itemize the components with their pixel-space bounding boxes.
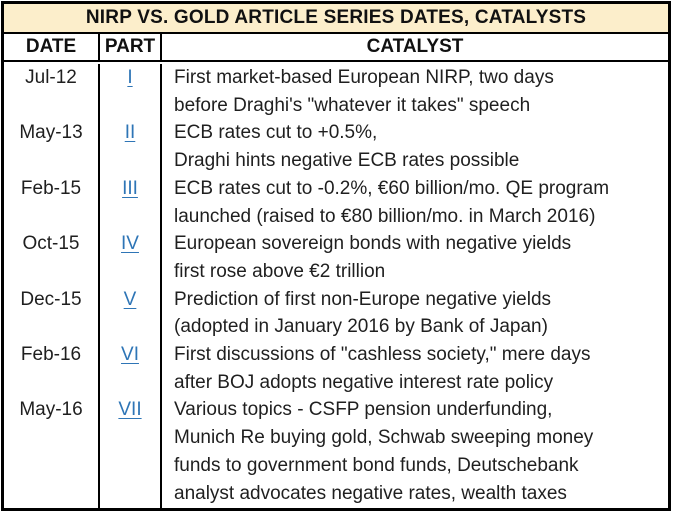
table-title: NIRP VS. GOLD ARTICLE SERIES DATES, CATA…	[4, 4, 668, 34]
date-value: Dec-15	[4, 285, 100, 342]
catalyst-text: Draghi hints negative ECB rates possible	[174, 150, 520, 172]
catalyst-cell: First market-based European NIRP, two da…	[162, 64, 668, 119]
part-cell: III	[100, 174, 162, 231]
table-body: Jul-12 I First market-based European NIR…	[4, 62, 668, 508]
catalyst-cell: First discussions of "cashless society,"…	[162, 341, 668, 396]
column-header-catalyst: CATALYST	[366, 36, 464, 57]
part-link[interactable]: III	[122, 177, 138, 199]
catalyst-cell: European sovereign bonds with negative y…	[162, 230, 668, 285]
part-cell: VII	[100, 396, 162, 508]
catalyst-text: (adopted in January 2016 by Bank of Japa…	[174, 316, 548, 338]
part-cell: VI	[100, 341, 162, 397]
catalyst-cell: Prediction of first non-Europe negative …	[162, 286, 668, 341]
table-row: May-16 VII Various topics - CSFP pension…	[4, 396, 668, 508]
table-row: Jul-12 I First market-based European NIR…	[4, 64, 668, 120]
column-header-part: PART	[100, 34, 162, 60]
catalyst-text: First discussions of "cashless society,"…	[174, 344, 591, 366]
part-link[interactable]: II	[124, 122, 136, 144]
part-link[interactable]: VI	[121, 344, 139, 366]
part-cell: I	[100, 64, 162, 120]
catalyst-text: analyst advocates negative rates, wealth…	[174, 482, 567, 504]
catalyst-cell: ECB rates cut to +0.5%, Draghi hints neg…	[162, 119, 668, 174]
date-value: Oct-15	[4, 230, 100, 286]
table-row: Oct-15 IV European sovereign bonds with …	[4, 230, 668, 286]
catalyst-cell: Various topics - CSFP pension underfundi…	[162, 396, 668, 508]
table-row: Dec-15 V Prediction of first non-Europe …	[4, 285, 668, 342]
catalyst-text: European sovereign bonds with negative y…	[174, 233, 572, 255]
catalyst-text: before Draghi's "whatever it takes" spee…	[174, 94, 531, 116]
table-row: May-13 II ECB rates cut to +0.5%, Draghi…	[4, 119, 668, 175]
catalyst-text: funds to government bond funds, Deutsche…	[174, 454, 579, 476]
column-header-date: DATE	[4, 34, 100, 60]
catalyst-text: after BOJ adopts negative interest rate …	[174, 371, 554, 393]
catalyst-text: first rose above €2 trillion	[174, 260, 386, 282]
part-cell: IV	[100, 230, 162, 286]
catalyst-text: First market-based European NIRP, two da…	[174, 67, 554, 88]
date-value: Feb-16	[4, 341, 100, 397]
part-cell: V	[100, 285, 162, 342]
date-value: May-13	[4, 119, 100, 175]
part-link[interactable]: IV	[121, 233, 139, 255]
catalyst-cell: ECB rates cut to -0.2%, €60 billion/mo. …	[162, 175, 668, 230]
catalyst-text: ECB rates cut to +0.5%,	[174, 122, 378, 144]
catalyst-text: ECB rates cut to -0.2%, €60 billion/mo. …	[174, 177, 610, 199]
catalyst-text: Prediction of first non-Europe negative …	[174, 288, 552, 310]
part-cell: II	[100, 119, 162, 175]
table-header-row: DATE PART CATALYST	[4, 34, 668, 62]
catalyst-text: Various topics - CSFP pension underfundi…	[174, 399, 553, 421]
part-link[interactable]: VII	[118, 399, 142, 421]
part-link[interactable]: V	[123, 288, 137, 310]
date-value: Jul-12	[4, 64, 100, 120]
catalyst-text: launched (raised to €80 billion/mo. in M…	[174, 205, 596, 227]
table-row: Feb-16 VI First discussions of "cashless…	[4, 341, 668, 397]
part-link[interactable]: I	[127, 67, 133, 88]
date-value: Feb-15	[4, 174, 100, 231]
table-row: Feb-15 III ECB rates cut to -0.2%, €60 b…	[4, 174, 668, 231]
catalyst-text: Munich Re buying gold, Schwab sweeping m…	[174, 427, 594, 449]
date-value: May-16	[4, 396, 100, 508]
